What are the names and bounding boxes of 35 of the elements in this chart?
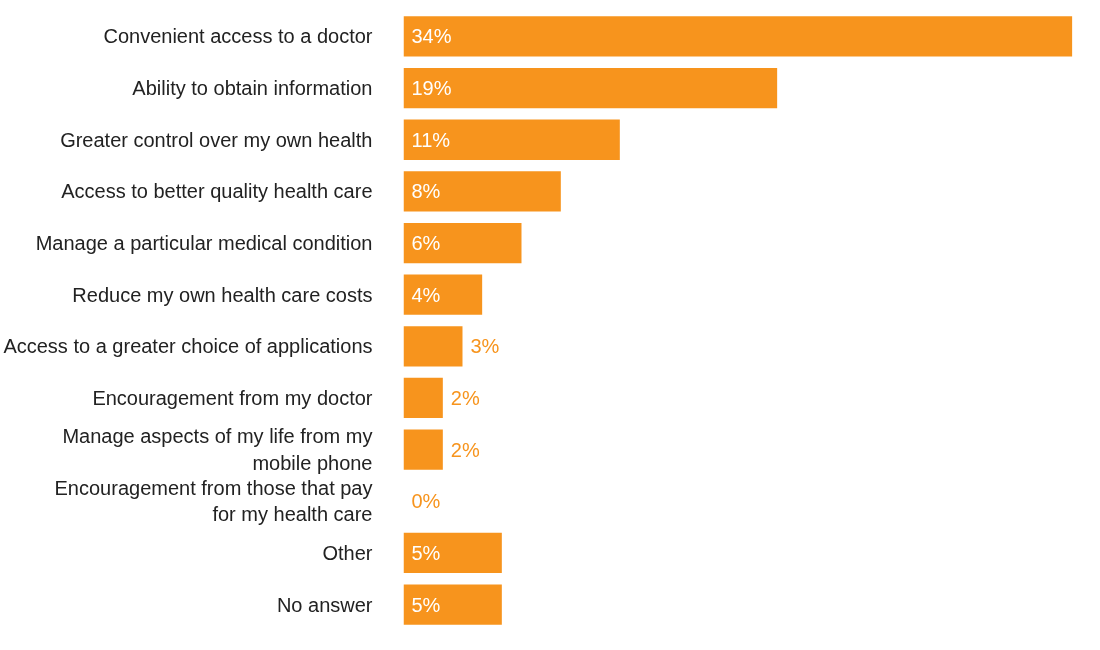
y-tick-label: Greater control over my own health [60,128,373,151]
y-tick-label: Access to better quality health care [61,180,373,203]
y-tick-label: No answer [276,593,373,616]
bar [403,222,522,264]
bar [403,377,443,419]
data-label: 5% [411,593,441,616]
data-label: 0% [411,490,441,513]
y-tick-label: Encouragement from those that pay for my health care [54,477,373,526]
bar [403,274,483,315]
data-label: 2% [450,438,480,461]
y-tick-label: Convenient access to a doctor [103,25,373,48]
bar [403,532,502,574]
bar [403,326,463,367]
bar [403,119,620,160]
data-label: 11% [411,128,451,151]
data-label: 8% [411,180,441,203]
data-label: 6% [411,232,441,255]
data-label: 5% [411,541,441,564]
y-tick-label: Access to a greater choice of applications [3,335,373,358]
bar [403,16,1073,57]
y-tick-label: Encouragement from my doctor [92,386,373,409]
y-tick-label: Manage a particular medical condition [35,232,373,255]
y-tick-label: Reduce my own health care costs [72,283,373,306]
y-tick-label: Manage aspects of my life from my mobile phone [62,425,373,474]
bar [403,171,561,212]
y-tick-label: Other [322,541,373,564]
bar [403,584,502,625]
data-label: 4% [411,283,441,306]
data-label: 2% [450,386,480,409]
bar [403,429,443,470]
data-label: 19% [411,77,452,100]
y-tick-label: Ability to obtain information [132,77,373,100]
data-label: 3% [470,335,500,358]
data-label: 34% [411,25,452,48]
bar [403,67,778,109]
